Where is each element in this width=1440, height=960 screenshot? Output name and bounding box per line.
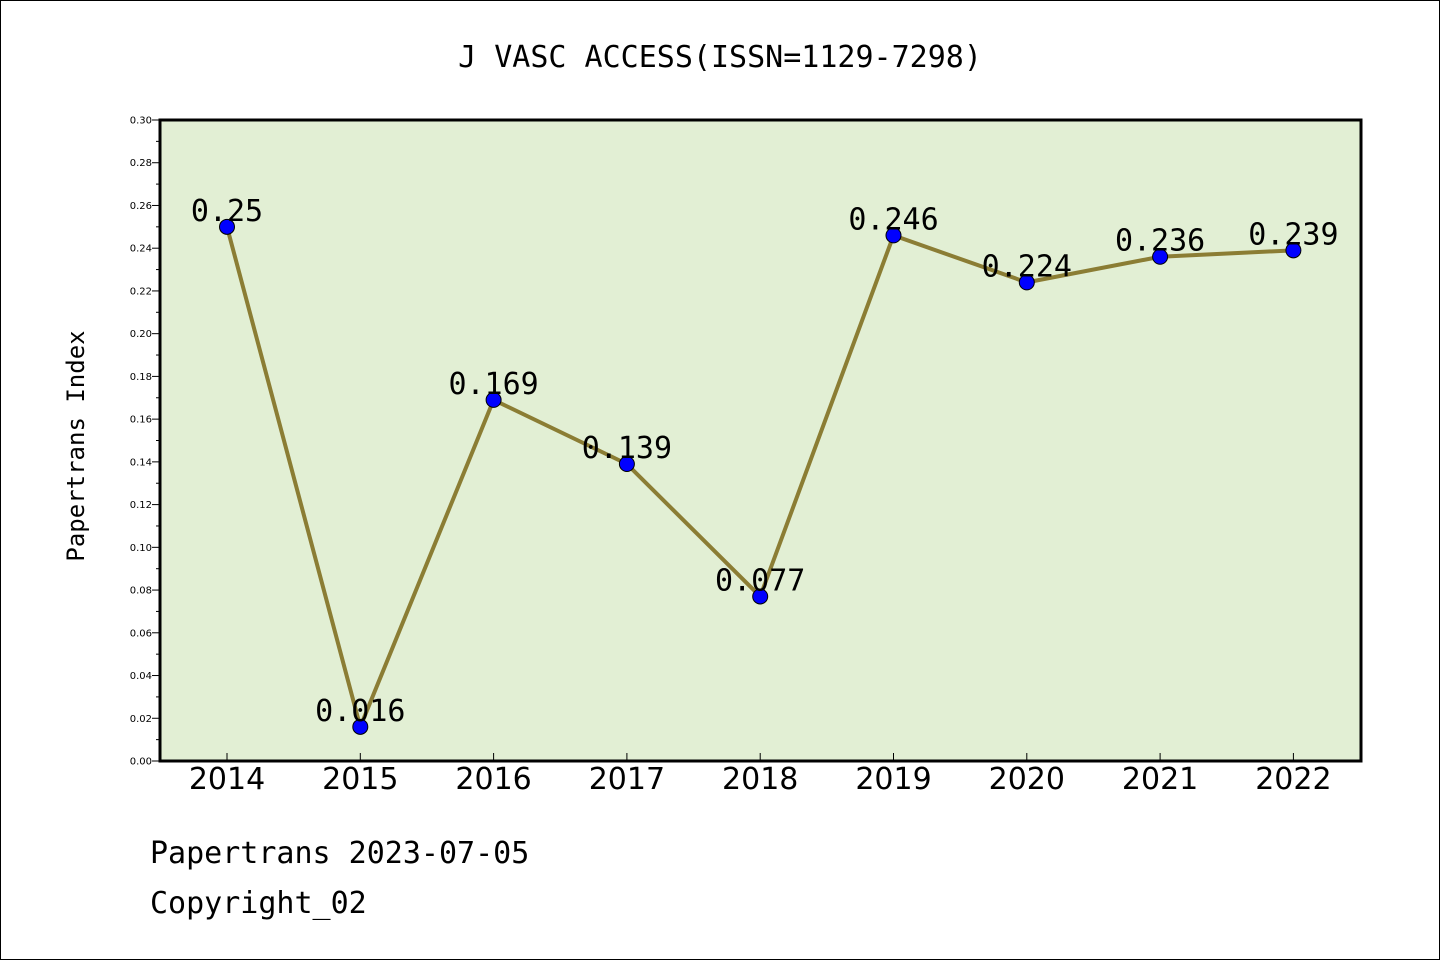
footer-copyright: Copyright_02: [150, 886, 367, 921]
y-tick-label: 0.30: [130, 116, 152, 127]
data-point: [1018, 274, 1035, 291]
y-tick-label: 0.10: [130, 543, 152, 554]
chart-title: J VASC ACCESS(ISSN=1129-7298): [458, 40, 982, 75]
y-axis: 0.00 0.02 0.04 0.06 0.08 0.10 0.12 0.14 0.16 0.18…: [130, 116, 160, 768]
x-tick-label: 2021: [1122, 762, 1198, 797]
y-tick-label: 0.26: [130, 201, 152, 212]
data-label: 0.25: [191, 194, 263, 229]
x-tick-label: 2018: [722, 762, 798, 797]
y-tick-label: 0.06: [130, 628, 152, 639]
y-tick-label: 0.20: [130, 329, 152, 340]
data-label: 0.246: [848, 202, 938, 237]
y-axis-label: Papertrans Index: [62, 330, 90, 561]
y-tick-label: 0.24: [130, 244, 152, 255]
data-label: 0.224: [982, 249, 1072, 284]
y-tick-label: 0.22: [130, 286, 152, 297]
x-tick-label: 2020: [989, 762, 1065, 797]
footer-date: Papertrans 2023-07-05: [150, 836, 530, 871]
y-tick-label: 0.02: [130, 714, 152, 725]
data-point: [752, 588, 769, 605]
data-label: 0.139: [582, 431, 672, 466]
x-tick-label: 2017: [589, 762, 665, 797]
plot-area: [158, 118, 1363, 763]
y-tick-label: 0.00: [130, 757, 152, 768]
y-tick-label: 0.16: [130, 415, 152, 426]
data-point: [219, 218, 235, 235]
x-tick-label: 2015: [322, 762, 398, 797]
x-tick-label: 2016: [455, 762, 531, 797]
y-tick-label: 0.04: [130, 671, 152, 682]
data-label: 0.016: [315, 694, 405, 729]
data-point: [352, 718, 369, 735]
data-point: [1152, 248, 1169, 265]
y-tick-label: 0.08: [130, 586, 152, 597]
x-axis: 2014 2015 2016 2017 2018 2019 2020 2021 2022: [189, 753, 1332, 797]
data-point: [485, 391, 502, 408]
data-label: 0.239: [1248, 217, 1338, 252]
x-tick-label: 2019: [855, 762, 931, 797]
data-point: [618, 456, 635, 473]
y-tick-label: 0.28: [130, 158, 152, 169]
y-tick-label: 0.14: [130, 457, 152, 468]
x-tick-label: 2014: [189, 762, 265, 797]
data-label: 0.077: [715, 563, 805, 598]
y-tick-label: 0.18: [130, 372, 152, 383]
data-point: [1285, 242, 1302, 259]
data-label: 0.169: [448, 367, 538, 402]
data-label: 0.236: [1115, 224, 1205, 259]
series-group: 0.25 0.016 0.169 0.139 0.077 0.246 0.224 0.236 0…: [191, 194, 1339, 735]
data-point: [885, 227, 902, 244]
x-tick-label: 2022: [1255, 762, 1331, 797]
y-tick-label: 0.12: [130, 500, 152, 511]
